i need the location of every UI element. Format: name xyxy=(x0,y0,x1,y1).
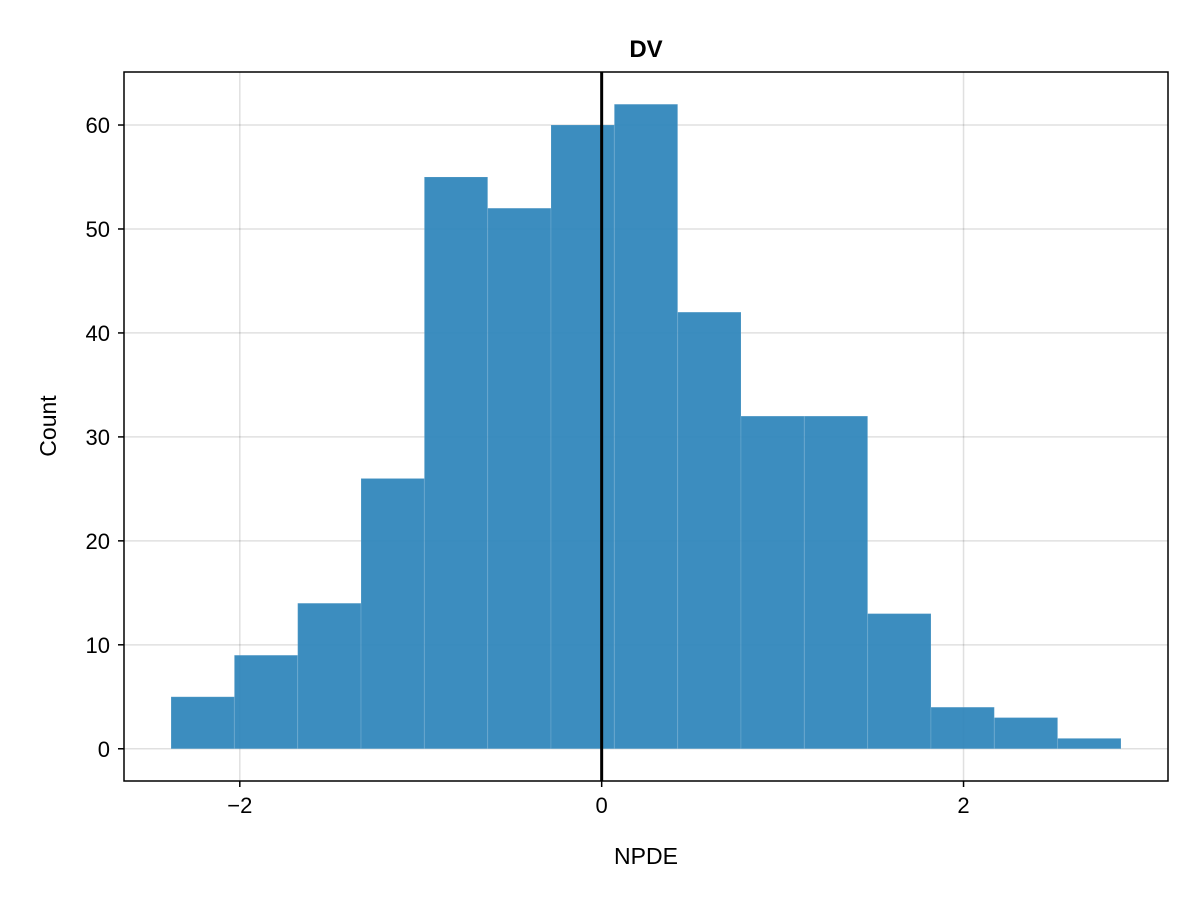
histogram-bar xyxy=(297,602,362,750)
chart-title: DV xyxy=(629,36,662,63)
bars-layer xyxy=(170,103,1122,750)
x-tick-label: 2 xyxy=(957,793,969,818)
histogram-bar xyxy=(740,415,805,750)
x-tick-label: 0 xyxy=(596,793,608,818)
histogram-bar xyxy=(867,613,932,750)
x-axis-label: NPDE xyxy=(614,843,678,869)
histogram-bar xyxy=(677,311,742,750)
histogram-bar xyxy=(613,103,679,750)
histogram-bar xyxy=(1057,737,1122,750)
histogram-bar xyxy=(803,415,869,750)
y-tick-label: 50 xyxy=(86,217,110,242)
y-tick-label: 20 xyxy=(86,529,110,554)
histogram-bar xyxy=(360,477,425,750)
histogram-bar xyxy=(423,176,489,750)
histogram-bar xyxy=(550,124,615,750)
y-axis-label: Count xyxy=(35,395,61,457)
histogram-bar xyxy=(233,654,299,750)
y-tick-label: 60 xyxy=(86,113,110,138)
plot-frame xyxy=(123,71,1169,782)
histogram-bar xyxy=(993,717,1059,750)
histogram-bar xyxy=(930,706,995,750)
x-tick-label: −2 xyxy=(227,793,252,818)
histogram-bar xyxy=(487,207,552,750)
y-tick-label: 0 xyxy=(98,737,110,762)
histogram-bar xyxy=(170,696,235,750)
y-tick-label: 10 xyxy=(86,633,110,658)
y-tick-label: 30 xyxy=(86,425,110,450)
y-tick-label: 40 xyxy=(86,321,110,346)
